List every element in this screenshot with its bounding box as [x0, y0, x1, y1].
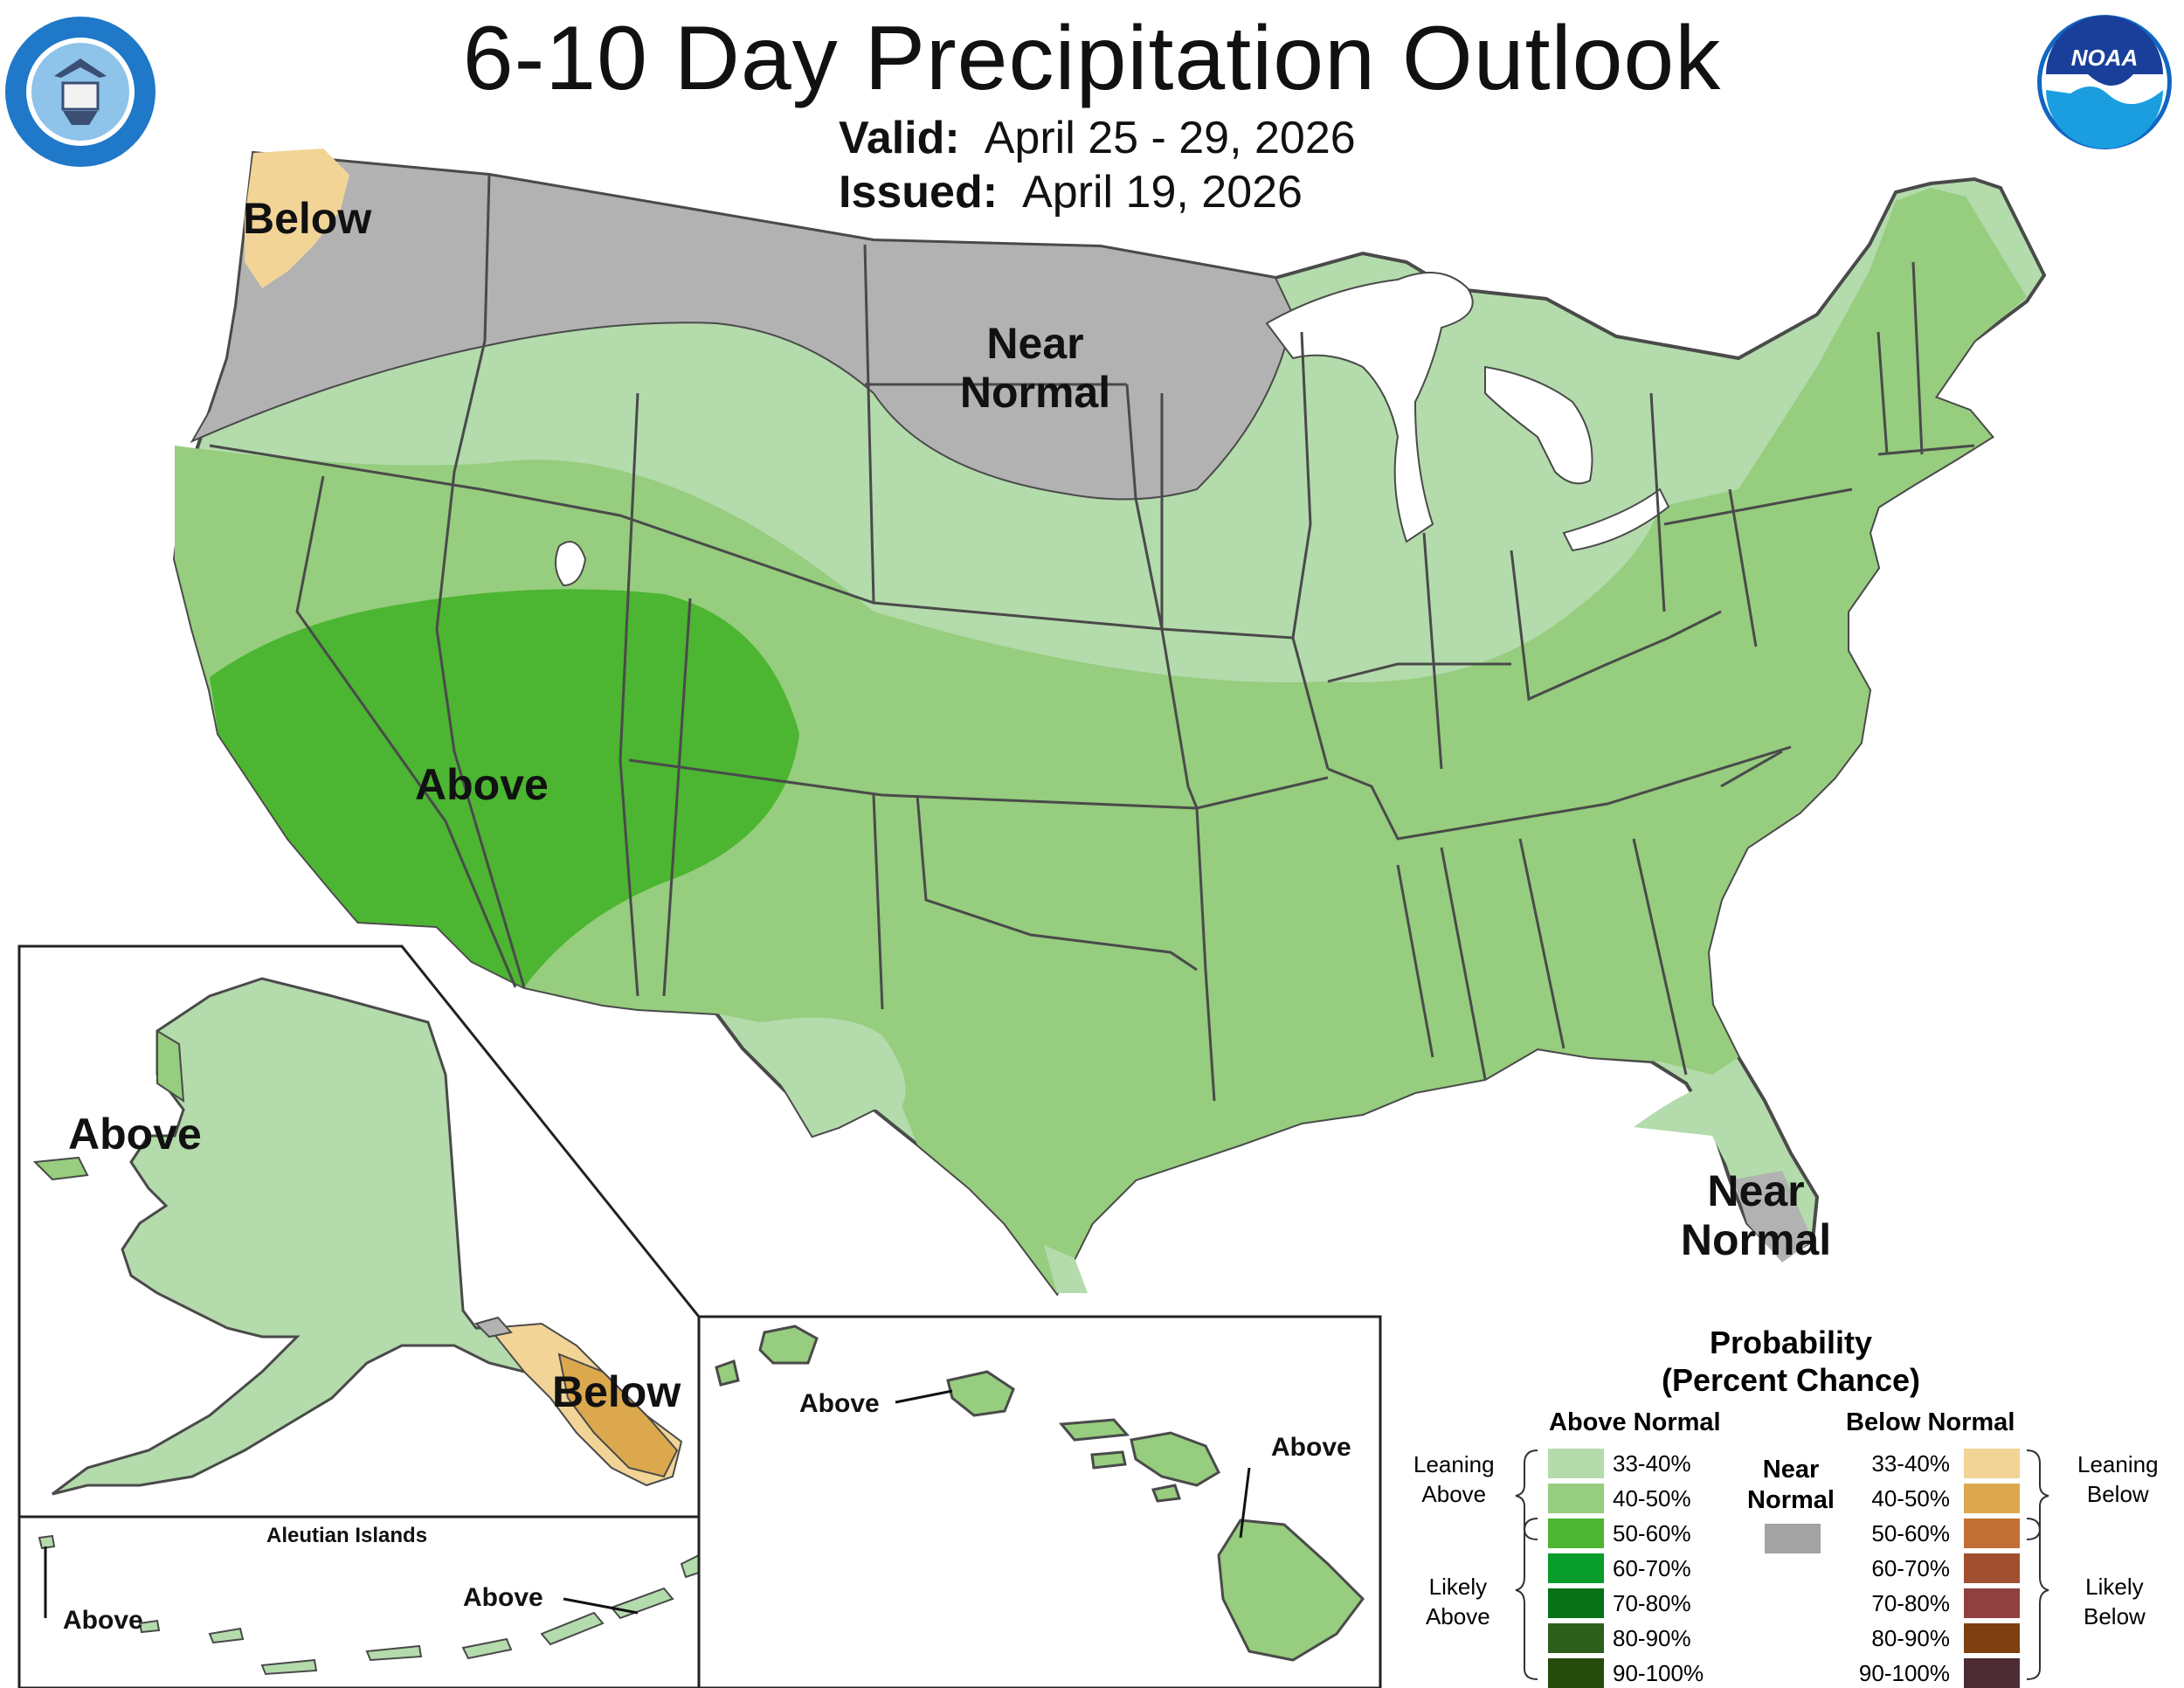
above-50-60-region: [210, 589, 799, 987]
label-hawaii-above-east: Above: [1271, 1433, 1351, 1462]
label-aleutian-above-west: Above: [63, 1606, 143, 1635]
legend-near-heading: Near Normal: [1747, 1455, 1835, 1516]
legend-above-label-6: 90-100%: [1613, 1660, 1704, 1686]
legend-below-label-4: 70-80%: [1871, 1590, 1950, 1616]
legend-title-line1: Probability: [1709, 1325, 1873, 1360]
legend-braces: [1515, 1449, 2049, 1680]
svg-text:NOAA: NOAA: [2071, 45, 2139, 71]
alaska-panhandle-below-core: [557, 1352, 679, 1478]
label-conus-above: Above: [415, 760, 549, 809]
florida-leaning-pocket: [1634, 1081, 1782, 1180]
legend-below-swatch-0: [1964, 1449, 2020, 1478]
legend-below-label-6: 90-100%: [1858, 1660, 1950, 1686]
label-florida-near-normal: Near Normal: [1680, 1166, 1832, 1264]
legend-above-heading: Above Normal: [1549, 1408, 1721, 1436]
legend-likely-above: Likely Above: [1426, 1573, 1490, 1632]
legend-near-line1: Near: [1762, 1456, 1820, 1484]
legend-below-heading: Below Normal: [1846, 1408, 2015, 1436]
legend-below-swatch-3: [1964, 1553, 2020, 1583]
great-lakes: [1265, 272, 1670, 552]
texas-coast-pocket: [1044, 1245, 1088, 1293]
label-conus-near-normal: Near Normal: [959, 319, 1111, 417]
label-conus-below: Below: [243, 194, 372, 243]
legend-likely-above-line1: Likely: [1428, 1574, 1488, 1600]
alaska-near-normal-sliver: [474, 1316, 513, 1339]
legend-below-swatch-5: [1964, 1623, 2020, 1653]
legend-below-label-0: 33-40%: [1871, 1450, 1950, 1477]
legend-above-label-4: 70-80%: [1613, 1590, 1691, 1616]
legend-leaning-above: Leaning Above: [1413, 1450, 1495, 1510]
florida-near-normal: [1734, 1171, 1813, 1263]
issued-label: Issued:: [839, 167, 999, 218]
valid-dates: April 25 - 29, 2026: [984, 113, 1356, 163]
legend-below-swatch-6: [1964, 1658, 2020, 1688]
legend-below-label-3: 60-70%: [1871, 1555, 1950, 1581]
commerce-seal-icon: [2, 13, 159, 170]
legend-above-label-0: 33-40%: [1613, 1450, 1691, 1477]
alaska-seward-above: [156, 1029, 185, 1103]
legend-above-label-2: 50-60%: [1613, 1520, 1691, 1546]
legend-above-swatch-3: [1548, 1553, 1604, 1583]
legend-leaning-above-line1: Leaning: [1413, 1451, 1495, 1477]
valid-line: Valid: April 25 - 29, 2026: [839, 112, 1356, 164]
above-40-50-region: [175, 188, 2027, 1293]
legend-above-swatch-1: [1548, 1484, 1604, 1513]
legend-near-normal-swatch: [1765, 1524, 1821, 1553]
legend-likely-below-line1: Likely: [2085, 1574, 2144, 1600]
texas-leaning-pocket: [743, 1017, 906, 1136]
alaska-stlawrence-island: [32, 1156, 89, 1181]
legend-above-label-3: 60-70%: [1613, 1555, 1691, 1581]
aleutian-above-east-pointer: [563, 1597, 639, 1615]
valid-label: Valid:: [839, 113, 960, 163]
legend-likely-below: Likely Below: [2084, 1573, 2146, 1632]
hawaii-islands: [715, 1325, 1365, 1662]
legend-near-line2: Normal: [1747, 1485, 1835, 1514]
great-salt-lake: [555, 541, 587, 587]
legend-above-swatch-4: [1548, 1588, 1604, 1618]
legend-below-swatch-4: [1964, 1588, 2020, 1618]
legend-below-label-5: 80-90%: [1871, 1625, 1950, 1651]
legend-title-line2: (Percent Chance): [1661, 1362, 1921, 1399]
state-borders: [209, 174, 1975, 1102]
near-normal-north-region: [190, 151, 1295, 501]
legend-above-swatch-6: [1548, 1658, 1604, 1688]
legend-leaning-below: Leaning Below: [2077, 1450, 2159, 1510]
legend-above-swatch-5: [1548, 1623, 1604, 1653]
label-aleutian-above-east: Above: [463, 1583, 543, 1612]
legend-above-label-5: 80-90%: [1613, 1625, 1691, 1651]
issued-line: Issued: April 19, 2026: [839, 166, 1303, 218]
below-normal-wa-region: [245, 149, 349, 288]
legend-leaning-below-line1: Leaning: [2077, 1451, 2159, 1477]
legend-title: Probability (Percent Chance): [1625, 1324, 1957, 1399]
label-alaska-below: Below: [552, 1367, 681, 1416]
legend-leaning-above-line2: Above: [1421, 1480, 1487, 1507]
noaa-logo-icon: NOAA: [2035, 13, 2174, 151]
legend-below-label-2: 50-60%: [1871, 1520, 1950, 1546]
legend-below-swatch-1: [1964, 1484, 2020, 1513]
legend-above-swatch-0: [1548, 1449, 1604, 1478]
legend-above-swatch-2: [1548, 1519, 1604, 1548]
legend-below-label-1: 40-50%: [1871, 1485, 1950, 1512]
issued-date: April 19, 2026: [1022, 167, 1303, 218]
label-hawaii-above-west: Above: [799, 1389, 880, 1418]
alaska-landmass: [52, 977, 562, 1496]
label-aleutian-title: Aleutian Islands: [266, 1524, 428, 1547]
legend-below-swatch-2: [1964, 1519, 2020, 1548]
hawaii-above-west-pointer: [895, 1389, 953, 1404]
legend-likely-above-line2: Above: [1426, 1602, 1490, 1629]
legend-leaning-below-line2: Below: [2086, 1480, 2149, 1507]
legend-above-label-1: 40-50%: [1613, 1485, 1691, 1512]
hawaii-above-east-pointer: [1239, 1467, 1251, 1539]
label-alaska-above: Above: [68, 1110, 202, 1159]
map-title: 6-10 Day Precipitation Outlook: [462, 8, 1722, 109]
legend-likely-below-line2: Below: [2084, 1602, 2146, 1629]
